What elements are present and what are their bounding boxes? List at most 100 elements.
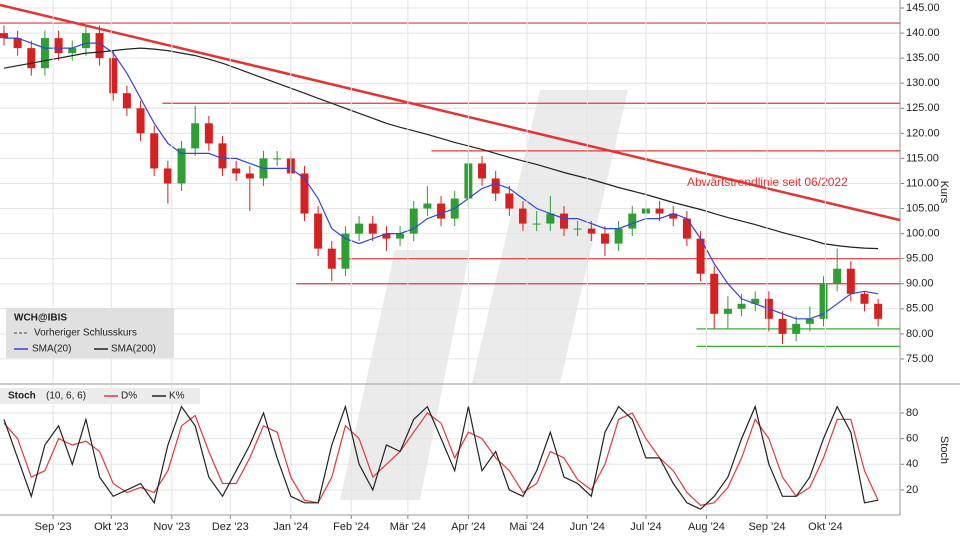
y-tick-label: 20 — [906, 484, 918, 496]
candle-body — [232, 168, 241, 174]
candle-body — [614, 228, 623, 244]
series-line — [4, 37, 879, 320]
legend-symbol: WCH@IBIS — [14, 313, 67, 324]
candle-body — [27, 48, 36, 69]
candle-body — [177, 148, 186, 184]
candle-body — [423, 203, 432, 209]
candle-body — [54, 38, 63, 54]
candle-body — [792, 323, 801, 334]
candle-body — [737, 303, 746, 309]
x-tick-label: Nov '23 — [153, 521, 190, 533]
y-tick-label: 145.00 — [906, 2, 940, 14]
x-tick-label: Mär '24 — [390, 521, 426, 533]
y-tick-label: 115.00 — [906, 152, 939, 164]
candle-body — [710, 273, 719, 314]
candle-body — [846, 268, 855, 294]
x-tick-label: Apr '24 — [451, 521, 486, 533]
legend-label: D% — [121, 391, 137, 402]
candle-body — [245, 173, 254, 179]
candle-body — [13, 38, 22, 49]
x-tick-label: Mai '24 — [509, 521, 544, 533]
stoch-title: Stoch — [8, 391, 36, 402]
candle-body — [314, 213, 323, 249]
candle-body — [559, 213, 568, 229]
candle-body — [368, 223, 377, 234]
candle-body — [204, 123, 213, 144]
series-line — [3, 412, 879, 506]
candle-body — [505, 193, 514, 209]
y-tick-label: 110.00 — [906, 177, 939, 189]
candle-body — [491, 178, 500, 194]
x-tick-label: Aug '24 — [688, 521, 725, 533]
candle-body — [136, 108, 145, 134]
candle-body — [655, 208, 664, 214]
legend-label: SMA(20) — [32, 344, 71, 355]
plot-layer: 75.00 80.00 85.00 90.00 95.00 100.00 105.00 110… — [0, 0, 940, 533]
y-axis-title: Kurs — [938, 181, 950, 204]
x-tick-label: Okt '23 — [94, 521, 129, 533]
y-tick-label: 130.00 — [906, 77, 940, 89]
candle-body — [819, 283, 828, 319]
candle-body — [409, 208, 418, 234]
candle-body — [163, 168, 172, 184]
candle-body — [437, 203, 446, 219]
candle-body — [573, 228, 582, 230]
y-tick-label: 100.00 — [906, 228, 940, 240]
candle-body — [874, 303, 883, 319]
x-tick-label: Sep '23 — [35, 521, 72, 533]
candle-body — [68, 48, 77, 54]
y-tick-label: 60 — [906, 433, 918, 445]
candle-body — [833, 268, 842, 284]
candle-body — [696, 238, 705, 274]
candle-body — [778, 318, 787, 334]
candle-body — [355, 223, 364, 234]
candle-body — [218, 143, 227, 169]
stoch-params: (10, 6, 6) — [46, 391, 86, 402]
y-tick-label: 75.00 — [906, 353, 934, 365]
candle-body — [382, 233, 391, 239]
candle-body — [546, 213, 555, 224]
y-tick-label: 120.00 — [906, 127, 940, 139]
y-tick-label: 135.00 — [906, 52, 940, 64]
candle-body — [669, 213, 678, 219]
candle-body — [532, 223, 541, 225]
candle-body — [150, 133, 159, 169]
series-line — [3, 47, 879, 250]
x-tick-label: Sep '24 — [748, 521, 785, 533]
watermark-shape — [472, 90, 628, 383]
legend-label: Vorheriger Schlusskurs — [34, 328, 137, 339]
y-tick-label: 40 — [906, 458, 918, 470]
legend-label: SMA(200) — [111, 344, 156, 355]
candle-body — [805, 318, 814, 324]
candle-body — [191, 123, 200, 149]
stoch-header — [0, 388, 200, 404]
y-tick-label: 80 — [906, 407, 918, 419]
x-tick-label: Feb '24 — [333, 521, 369, 533]
candle-body — [478, 163, 487, 179]
x-tick-label: Okt '24 — [808, 521, 843, 533]
candle-body — [0, 33, 8, 39]
y-axis-title: Stoch — [938, 436, 950, 464]
y-tick-label: 85.00 — [906, 303, 934, 315]
series-line — [3, 404, 879, 510]
candle-body — [327, 248, 336, 269]
y-tick-label: 140.00 — [906, 27, 940, 39]
candle-body — [682, 218, 691, 239]
candle-body — [273, 158, 282, 160]
annotation: Abwärtstrendlinie seit 06/2022 — [687, 175, 848, 189]
y-tick-label: 125.00 — [906, 102, 940, 114]
watermark-shape — [340, 250, 470, 500]
candle-body — [600, 233, 609, 244]
candle-body — [519, 208, 528, 224]
candle-body — [751, 298, 760, 304]
candle-body — [396, 233, 405, 239]
x-tick-label: Jul '24 — [630, 521, 661, 533]
x-tick-label: Jun '24 — [570, 521, 605, 533]
candle-body — [587, 228, 596, 234]
x-tick-label: Dez '23 — [212, 521, 249, 533]
candle-body — [860, 293, 869, 304]
candle-body — [723, 308, 732, 314]
x-tick-label: Jan '24 — [273, 521, 308, 533]
candle-body — [95, 33, 104, 59]
